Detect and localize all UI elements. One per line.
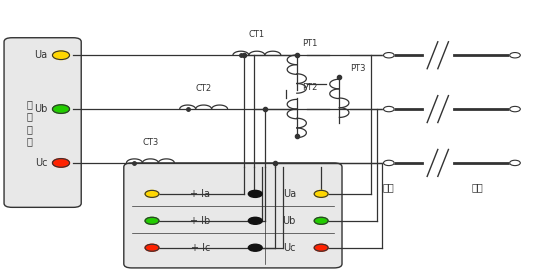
Circle shape xyxy=(384,52,394,58)
Text: + Ia -: + Ia - xyxy=(190,189,217,199)
Circle shape xyxy=(145,244,159,251)
Text: Ub: Ub xyxy=(282,216,296,226)
Circle shape xyxy=(248,217,262,224)
Text: Uc: Uc xyxy=(35,158,48,168)
Circle shape xyxy=(510,106,521,112)
Circle shape xyxy=(248,190,262,197)
Text: 始端: 始端 xyxy=(383,182,395,192)
Circle shape xyxy=(510,160,521,166)
Circle shape xyxy=(52,159,70,167)
Text: CT2: CT2 xyxy=(196,84,212,93)
Circle shape xyxy=(248,244,262,251)
Circle shape xyxy=(52,105,70,113)
Circle shape xyxy=(145,190,159,197)
Text: 末端: 末端 xyxy=(472,182,484,192)
Circle shape xyxy=(52,51,70,60)
Circle shape xyxy=(384,160,394,166)
Text: PT2: PT2 xyxy=(302,83,317,92)
Circle shape xyxy=(510,52,521,58)
Circle shape xyxy=(145,217,159,224)
Text: 三
相
电
源: 三 相 电 源 xyxy=(26,99,32,146)
Text: PT1: PT1 xyxy=(302,39,317,48)
Text: CT1: CT1 xyxy=(249,30,265,39)
FancyBboxPatch shape xyxy=(4,38,81,207)
FancyBboxPatch shape xyxy=(124,163,342,268)
Text: Ua: Ua xyxy=(282,189,296,199)
Text: Ua: Ua xyxy=(35,50,48,60)
Text: CT3: CT3 xyxy=(142,138,158,147)
Text: PT3: PT3 xyxy=(350,64,365,73)
Circle shape xyxy=(314,244,328,251)
Text: Ub: Ub xyxy=(34,104,48,114)
Circle shape xyxy=(314,190,328,197)
Text: + Ib -: + Ib - xyxy=(190,216,217,226)
Text: Uc: Uc xyxy=(283,243,295,253)
Circle shape xyxy=(384,106,394,112)
Circle shape xyxy=(314,217,328,224)
Text: + Ic -: + Ic - xyxy=(190,243,217,253)
